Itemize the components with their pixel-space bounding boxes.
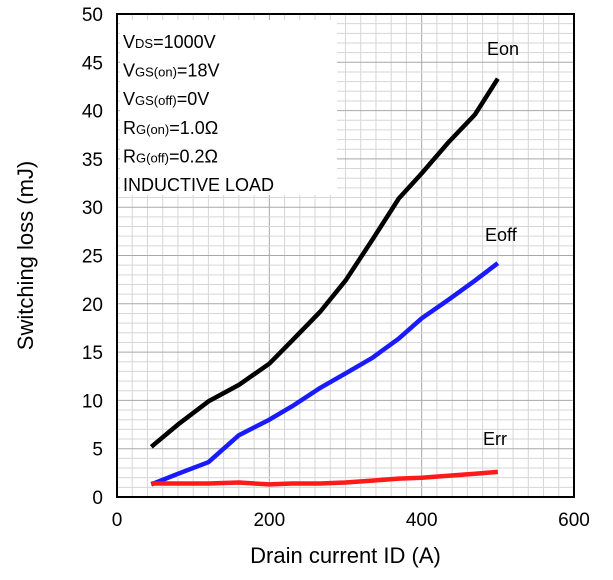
annotation-box: [120, 20, 337, 195]
annotation-value: =0.2Ω: [169, 146, 218, 166]
series-labels: Eon Eoff Err: [483, 39, 519, 449]
y-axis-title: Switching loss (mJ): [13, 161, 38, 350]
y-tick-label: 0: [92, 488, 103, 509]
annotation-line: RG(on)=1.0Ω: [123, 118, 218, 138]
y-axis-ticks: 0 5 10 15 20 25 30 35 40 45 50: [82, 5, 103, 509]
y-tick-label: 15: [82, 343, 103, 364]
x-axis-ticks: 0 200 400 600: [112, 510, 590, 531]
series-lines: [149, 77, 500, 487]
y-tick-label: 50: [82, 5, 103, 26]
annotation-value: =18V: [177, 61, 220, 81]
y-tick-label: 40: [82, 102, 103, 123]
y-tick-label: 35: [82, 150, 103, 171]
annotation-main: INDUCTIVE LOAD: [123, 175, 274, 195]
y-tick-label: 25: [82, 247, 103, 268]
y-tick-label: 20: [82, 295, 103, 316]
annotation-main: R: [123, 146, 136, 166]
y-tick-label: 30: [82, 198, 103, 219]
annotation-subscript: G(off): [136, 150, 169, 165]
annotation-main: V: [123, 89, 135, 109]
series-label-eon: Eon: [487, 39, 519, 59]
y-tick-label: 10: [82, 391, 103, 412]
x-tick-label: 0: [112, 510, 123, 531]
plot-frame: [116, 13, 575, 498]
annotation-subscript: DS: [135, 36, 153, 51]
annotation-subscript: G(on): [136, 122, 169, 137]
annotation-main: V: [123, 61, 135, 81]
y-tick-label: 45: [82, 53, 103, 74]
annotation-line: VGS(off)=0V: [123, 89, 209, 109]
annotation-value: =1.0Ω: [169, 118, 218, 138]
series-label-err: Err: [483, 429, 507, 449]
annotation-subscript: GS(on): [135, 65, 177, 80]
series-label-eoff: Eoff: [485, 225, 518, 245]
annotation-main: V: [123, 32, 135, 52]
annotation-line: INDUCTIVE LOAD: [123, 175, 274, 195]
annotation-value: =0V: [177, 89, 210, 109]
x-tick-label: 600: [558, 510, 590, 531]
series-line-eoff: [150, 261, 500, 487]
annotation-main: R: [123, 118, 136, 138]
annotation-line: VDS=1000V: [123, 32, 216, 52]
annotation-value: =1000V: [153, 32, 216, 52]
series-line-eon: [149, 77, 500, 449]
series-line-err: [151, 469, 498, 487]
annotation-subscript: GS(off): [135, 93, 177, 108]
annotation-line: VGS(on)=18V: [123, 61, 219, 81]
x-axis-title: Drain current ID (A): [250, 543, 441, 568]
x-tick-label: 400: [406, 510, 438, 531]
annotation-line: RG(off)=0.2Ω: [123, 146, 218, 166]
conditions-annotation: VDS=1000VVGS(on)=18VVGS(off)=0VRG(on)=1.…: [120, 20, 337, 195]
y-tick-label: 5: [92, 440, 103, 461]
x-tick-label: 200: [253, 510, 285, 531]
